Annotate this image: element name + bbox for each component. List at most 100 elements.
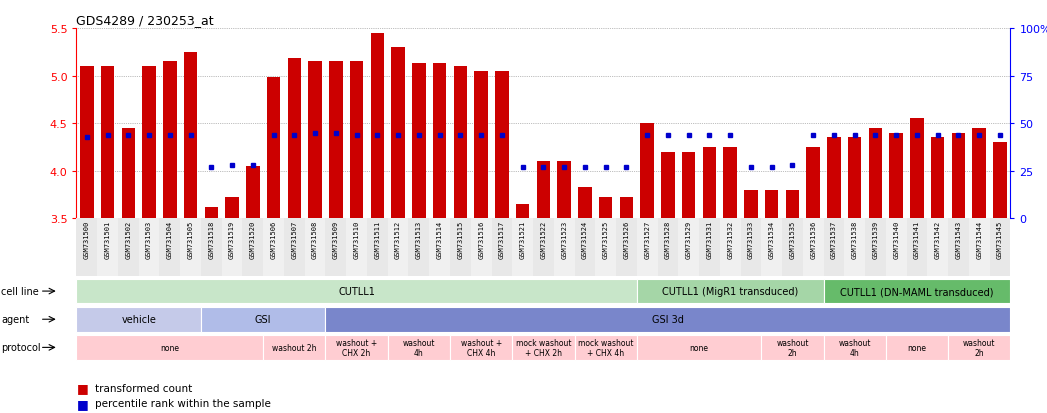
Bar xyxy=(537,162,550,219)
Bar xyxy=(824,219,844,277)
Text: GSM731529: GSM731529 xyxy=(686,221,692,259)
Bar xyxy=(968,219,989,277)
Text: GSM731528: GSM731528 xyxy=(665,221,671,259)
Bar xyxy=(163,62,177,219)
Bar xyxy=(118,219,138,277)
Bar xyxy=(949,335,1010,360)
Bar xyxy=(578,188,592,219)
Bar xyxy=(491,219,512,277)
Bar xyxy=(450,219,471,277)
Text: GSM731512: GSM731512 xyxy=(395,221,401,259)
Bar xyxy=(637,279,824,304)
Bar xyxy=(637,335,761,360)
Bar xyxy=(267,78,281,219)
Bar xyxy=(682,152,695,219)
Bar xyxy=(371,33,384,219)
Text: GSM731531: GSM731531 xyxy=(707,221,712,259)
Bar xyxy=(973,128,986,219)
Bar xyxy=(994,143,1007,219)
Bar xyxy=(76,307,201,332)
Bar xyxy=(844,219,865,277)
Bar xyxy=(76,335,263,360)
Text: GSM731510: GSM731510 xyxy=(354,221,359,259)
Text: GSM731535: GSM731535 xyxy=(789,221,796,259)
Bar xyxy=(719,219,740,277)
Bar xyxy=(142,67,156,219)
Text: mock washout
+ CHX 4h: mock washout + CHX 4h xyxy=(578,338,633,357)
Bar xyxy=(886,219,907,277)
Text: GSM731502: GSM731502 xyxy=(126,221,131,259)
Bar xyxy=(703,147,716,219)
Bar xyxy=(474,71,488,219)
Bar xyxy=(326,307,1010,332)
Text: GSM731544: GSM731544 xyxy=(976,221,982,259)
Text: GSM731541: GSM731541 xyxy=(914,221,920,259)
Bar xyxy=(890,133,903,219)
Text: washout
2h: washout 2h xyxy=(776,338,808,357)
Text: washout 2h: washout 2h xyxy=(272,343,316,352)
Text: washout
4h: washout 4h xyxy=(839,338,871,357)
Bar xyxy=(599,198,612,219)
Bar xyxy=(453,67,467,219)
Bar xyxy=(471,219,491,277)
Bar xyxy=(76,219,97,277)
Text: vehicle: vehicle xyxy=(121,314,156,325)
Text: GSM731515: GSM731515 xyxy=(458,221,464,259)
Text: GSM731536: GSM731536 xyxy=(810,221,817,259)
Bar xyxy=(824,279,1010,304)
Text: none: none xyxy=(908,343,927,352)
Bar xyxy=(326,335,387,360)
Text: GSM731545: GSM731545 xyxy=(997,221,1003,259)
Text: agent: agent xyxy=(1,314,29,325)
Text: washout
2h: washout 2h xyxy=(963,338,996,357)
Text: none: none xyxy=(160,343,179,352)
Text: GSM731517: GSM731517 xyxy=(498,221,505,259)
Text: GSM731543: GSM731543 xyxy=(956,221,961,259)
Bar xyxy=(785,190,799,219)
Bar xyxy=(392,48,405,219)
Bar xyxy=(554,219,575,277)
Text: GSM731524: GSM731524 xyxy=(582,221,588,259)
Bar xyxy=(408,219,429,277)
Text: GSM731519: GSM731519 xyxy=(229,221,236,259)
Text: washout +
CHX 4h: washout + CHX 4h xyxy=(461,338,502,357)
Text: washout
4h: washout 4h xyxy=(403,338,436,357)
Bar xyxy=(740,219,761,277)
Bar xyxy=(678,219,699,277)
Bar xyxy=(824,335,886,360)
Bar xyxy=(865,219,886,277)
Text: GSM731504: GSM731504 xyxy=(166,221,173,259)
Text: protocol: protocol xyxy=(1,342,41,353)
Text: cell line: cell line xyxy=(1,286,39,297)
Text: mock washout
+ CHX 2h: mock washout + CHX 2h xyxy=(515,338,572,357)
Bar xyxy=(637,219,658,277)
Bar xyxy=(886,335,949,360)
Bar xyxy=(869,128,883,219)
Bar xyxy=(848,138,862,219)
Text: GSM731506: GSM731506 xyxy=(270,221,276,259)
Bar xyxy=(806,147,820,219)
Text: GSM731518: GSM731518 xyxy=(208,221,215,259)
Bar xyxy=(557,162,571,219)
Bar xyxy=(723,147,737,219)
Text: GSM731503: GSM731503 xyxy=(147,221,152,259)
Bar xyxy=(97,219,118,277)
Bar xyxy=(413,64,426,219)
Bar xyxy=(765,190,778,219)
Bar xyxy=(616,219,637,277)
Text: GSM731508: GSM731508 xyxy=(312,221,318,259)
Text: GSM731514: GSM731514 xyxy=(437,221,443,259)
Text: transformed count: transformed count xyxy=(95,383,193,393)
Text: GSM731537: GSM731537 xyxy=(831,221,837,259)
Bar xyxy=(516,205,530,219)
Bar xyxy=(80,67,93,219)
Text: GSI: GSI xyxy=(255,314,271,325)
Bar xyxy=(931,138,944,219)
Bar xyxy=(989,219,1010,277)
Bar xyxy=(949,219,968,277)
Bar xyxy=(450,335,512,360)
Bar xyxy=(201,219,222,277)
Text: GSM731533: GSM731533 xyxy=(748,221,754,259)
Bar xyxy=(744,190,758,219)
Text: GSM731526: GSM731526 xyxy=(623,221,629,259)
